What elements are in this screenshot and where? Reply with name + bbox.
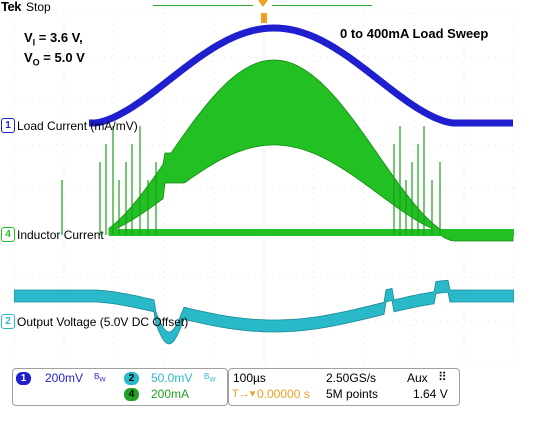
trigger-level: 1.64 V [413,387,448,401]
channel-2-label: 2 Output Voltage (5.0V DC Offset) [1,314,188,329]
channel-1-label: 1 Load Current (mA/mV) [1,118,138,133]
acquisition-readout-panel[interactable]: 100µs 2.50GS/s Aux ⠿ T→▾ 0.00000 s 5M po… [228,368,460,406]
ch2-badge: 2 [124,372,139,385]
ch4-inductor-current-band [108,59,514,242]
ch2-output-voltage-band [14,279,514,345]
ch1-load-current-trace [87,24,514,127]
record-length: 5M points [326,387,379,401]
channel-4-label: 4 Inductor Current [1,227,104,242]
load-sweep-annotation: 0 to 400mA Load Sweep [340,26,489,41]
ch1-badge: 1 [16,372,31,385]
brand-logo: Tek [1,0,21,14]
record-view-bar-right [272,5,372,6]
acquisition-state: Stop [26,0,51,14]
status-bar: Tek Stop [0,0,533,14]
ch1-scale: 200mV [45,371,84,385]
ch2-bw-icon: BW [204,372,216,384]
record-view-bar-left [153,5,253,6]
ch1-bw-icon: BW [94,372,106,384]
channel-1-marker[interactable]: 1 [1,118,15,133]
channel-2-marker[interactable]: 2 [1,314,15,329]
ch2-scale: 50.0mV [151,371,193,385]
timebase: 100µs [233,371,266,385]
waveform-traces [14,13,514,345]
ch4-scale: 200mA [151,387,190,401]
trigger-position-icon[interactable] [258,0,268,7]
ch4-badge: 4 [124,388,139,401]
trigger-position-marker-icon: T→▾ [232,388,256,400]
input-voltage-annotation: VI = 3.6 V, [24,30,83,48]
channel-readout-panel[interactable]: 1 200mV BW 2 50.0mV BW 4 200mA [12,368,228,406]
channel-4-marker[interactable]: 4 [1,227,15,242]
sample-rate: 2.50GS/s [326,371,377,385]
trigger-slope-icon: ⠿ [438,370,447,384]
trigger-position: 0.00000 s [257,387,310,401]
trigger-marker [261,13,267,23]
trigger-source: Aux [407,371,428,385]
output-voltage-annotation: VO = 5.0 V [24,50,85,68]
ch4-baseline [109,229,514,236]
graticule [14,13,514,365]
waveform-display[interactable] [14,13,514,365]
